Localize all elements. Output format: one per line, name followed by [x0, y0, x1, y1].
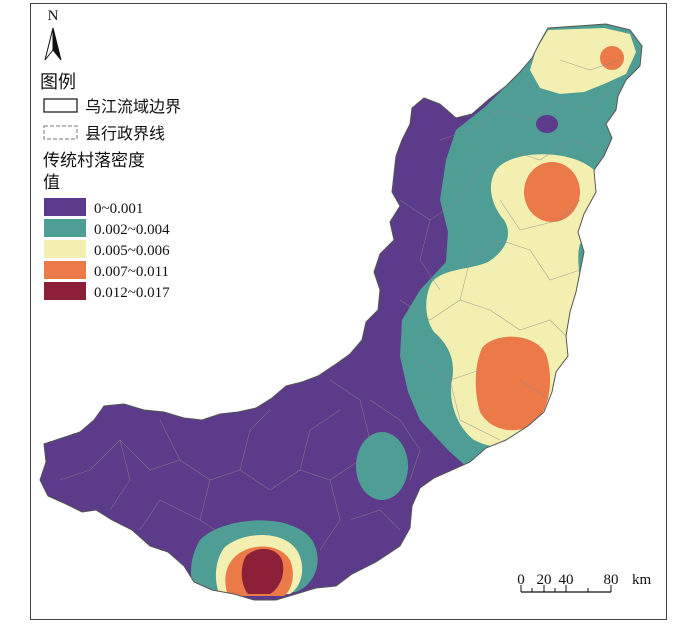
legend-label-class-2: 0.005~0.006 [94, 243, 170, 259]
basin-boundary-label: 乌江流域边界 [85, 97, 181, 116]
legend-label-class-0: 0~0.001 [94, 201, 143, 217]
legend-label-class-4: 0.012~0.017 [94, 285, 170, 301]
legend-swatch-class-1 [44, 219, 86, 237]
scale-tick-0: 0 [517, 572, 525, 588]
scale-unit: km [632, 572, 652, 588]
north-arrow-icon [44, 27, 54, 61]
scale-tick-80: 80 [604, 572, 619, 588]
density-class-4-area [241, 548, 284, 594]
legend-label-class-1: 0.002~0.004 [94, 222, 170, 238]
density-class-2-area [426, 28, 636, 448]
legend-title: 图例 [40, 72, 76, 93]
north-label: N [48, 8, 59, 24]
legend-label-class-3: 0.007~0.011 [94, 264, 169, 280]
north-arrow-icon [52, 27, 62, 61]
density-legend-title: 传统村落密度 [43, 151, 145, 171]
scale-tick-20: 20 [537, 572, 552, 588]
scale-bar: 0 20 40 80 km [517, 572, 652, 593]
density-class-3-area [600, 46, 624, 70]
legend-swatch-class-3 [44, 261, 86, 279]
scale-tick-40: 40 [559, 572, 574, 588]
legend-swatch-class-4 [44, 282, 86, 300]
county-boundary-label: 县行政界线 [85, 124, 165, 143]
density-class-3-area [524, 162, 580, 222]
county-boundaries [59, 59, 621, 551]
legend-swatch-class-0 [44, 198, 86, 216]
legend: 图例 乌江流域边界 县行政界线 传统村落密度 值 0~0.001 0.002~0… [40, 72, 181, 301]
density-legend-title-cont: 值 [43, 173, 60, 193]
legend-swatch-class-2 [44, 240, 86, 258]
density-class-3-area [475, 336, 550, 431]
basin-boundary-swatch [43, 98, 78, 113]
county-boundary-swatch [43, 125, 78, 140]
north-arrow: N [44, 8, 62, 61]
density-class-0-area [536, 115, 558, 133]
density-class-1-area [356, 432, 408, 500]
